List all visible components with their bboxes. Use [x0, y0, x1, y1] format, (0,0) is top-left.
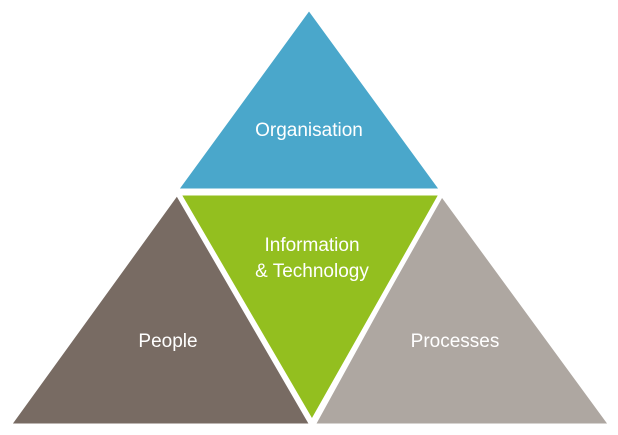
organisation-triangle	[174, 6, 444, 192]
information-label: Information	[264, 235, 359, 256]
people-label: People	[138, 331, 197, 352]
organisation-label: Organisation	[255, 120, 363, 141]
technology-label: & Technology	[255, 261, 369, 282]
processes-label: Processes	[411, 331, 500, 352]
information-technology-triangle	[173, 190, 447, 429]
